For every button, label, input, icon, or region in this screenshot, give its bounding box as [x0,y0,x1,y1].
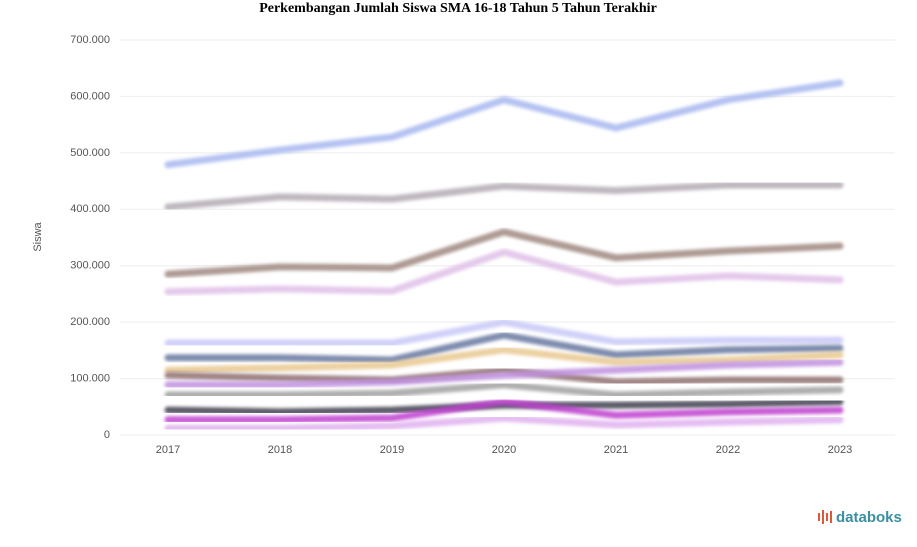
logo: databoks [836,509,902,526]
series-line [164,358,844,389]
series-line [164,248,844,296]
x-tick-label: 2020 [492,444,516,456]
series-line [164,79,844,169]
series-line [164,366,844,386]
series-line [164,181,844,211]
y-tick-label: 0 [104,429,110,441]
y-tick-label: 400.000 [70,203,110,215]
y-tick-label: 100.000 [70,372,110,384]
chart-title: Perkembangan Jumlah Siswa SMA 16-18 Tahu… [259,1,657,16]
x-tick-label: 2019 [380,444,404,456]
x-tick-label: 2021 [604,444,628,456]
series-line [164,398,844,424]
x-tick-label: 2023 [828,444,852,456]
series-line [164,346,844,374]
series-line [164,414,844,432]
y-tick-label: 300.000 [70,260,110,272]
series-line [164,318,844,347]
x-tick-label: 2017 [156,444,180,456]
x-tick-label: 2018 [268,444,292,456]
y-tick-label: 500.000 [70,147,110,159]
logo-mark [818,510,832,524]
x-tick-label: 2022 [716,444,740,456]
y-tick-label: 200.000 [70,316,110,328]
series-line [164,228,844,278]
series-line [164,381,844,399]
series-line [164,331,844,364]
y-tick-label: 700.000 [70,34,110,46]
y-axis-label: Siswa [32,221,44,251]
y-tick-label: 600.000 [70,90,110,102]
